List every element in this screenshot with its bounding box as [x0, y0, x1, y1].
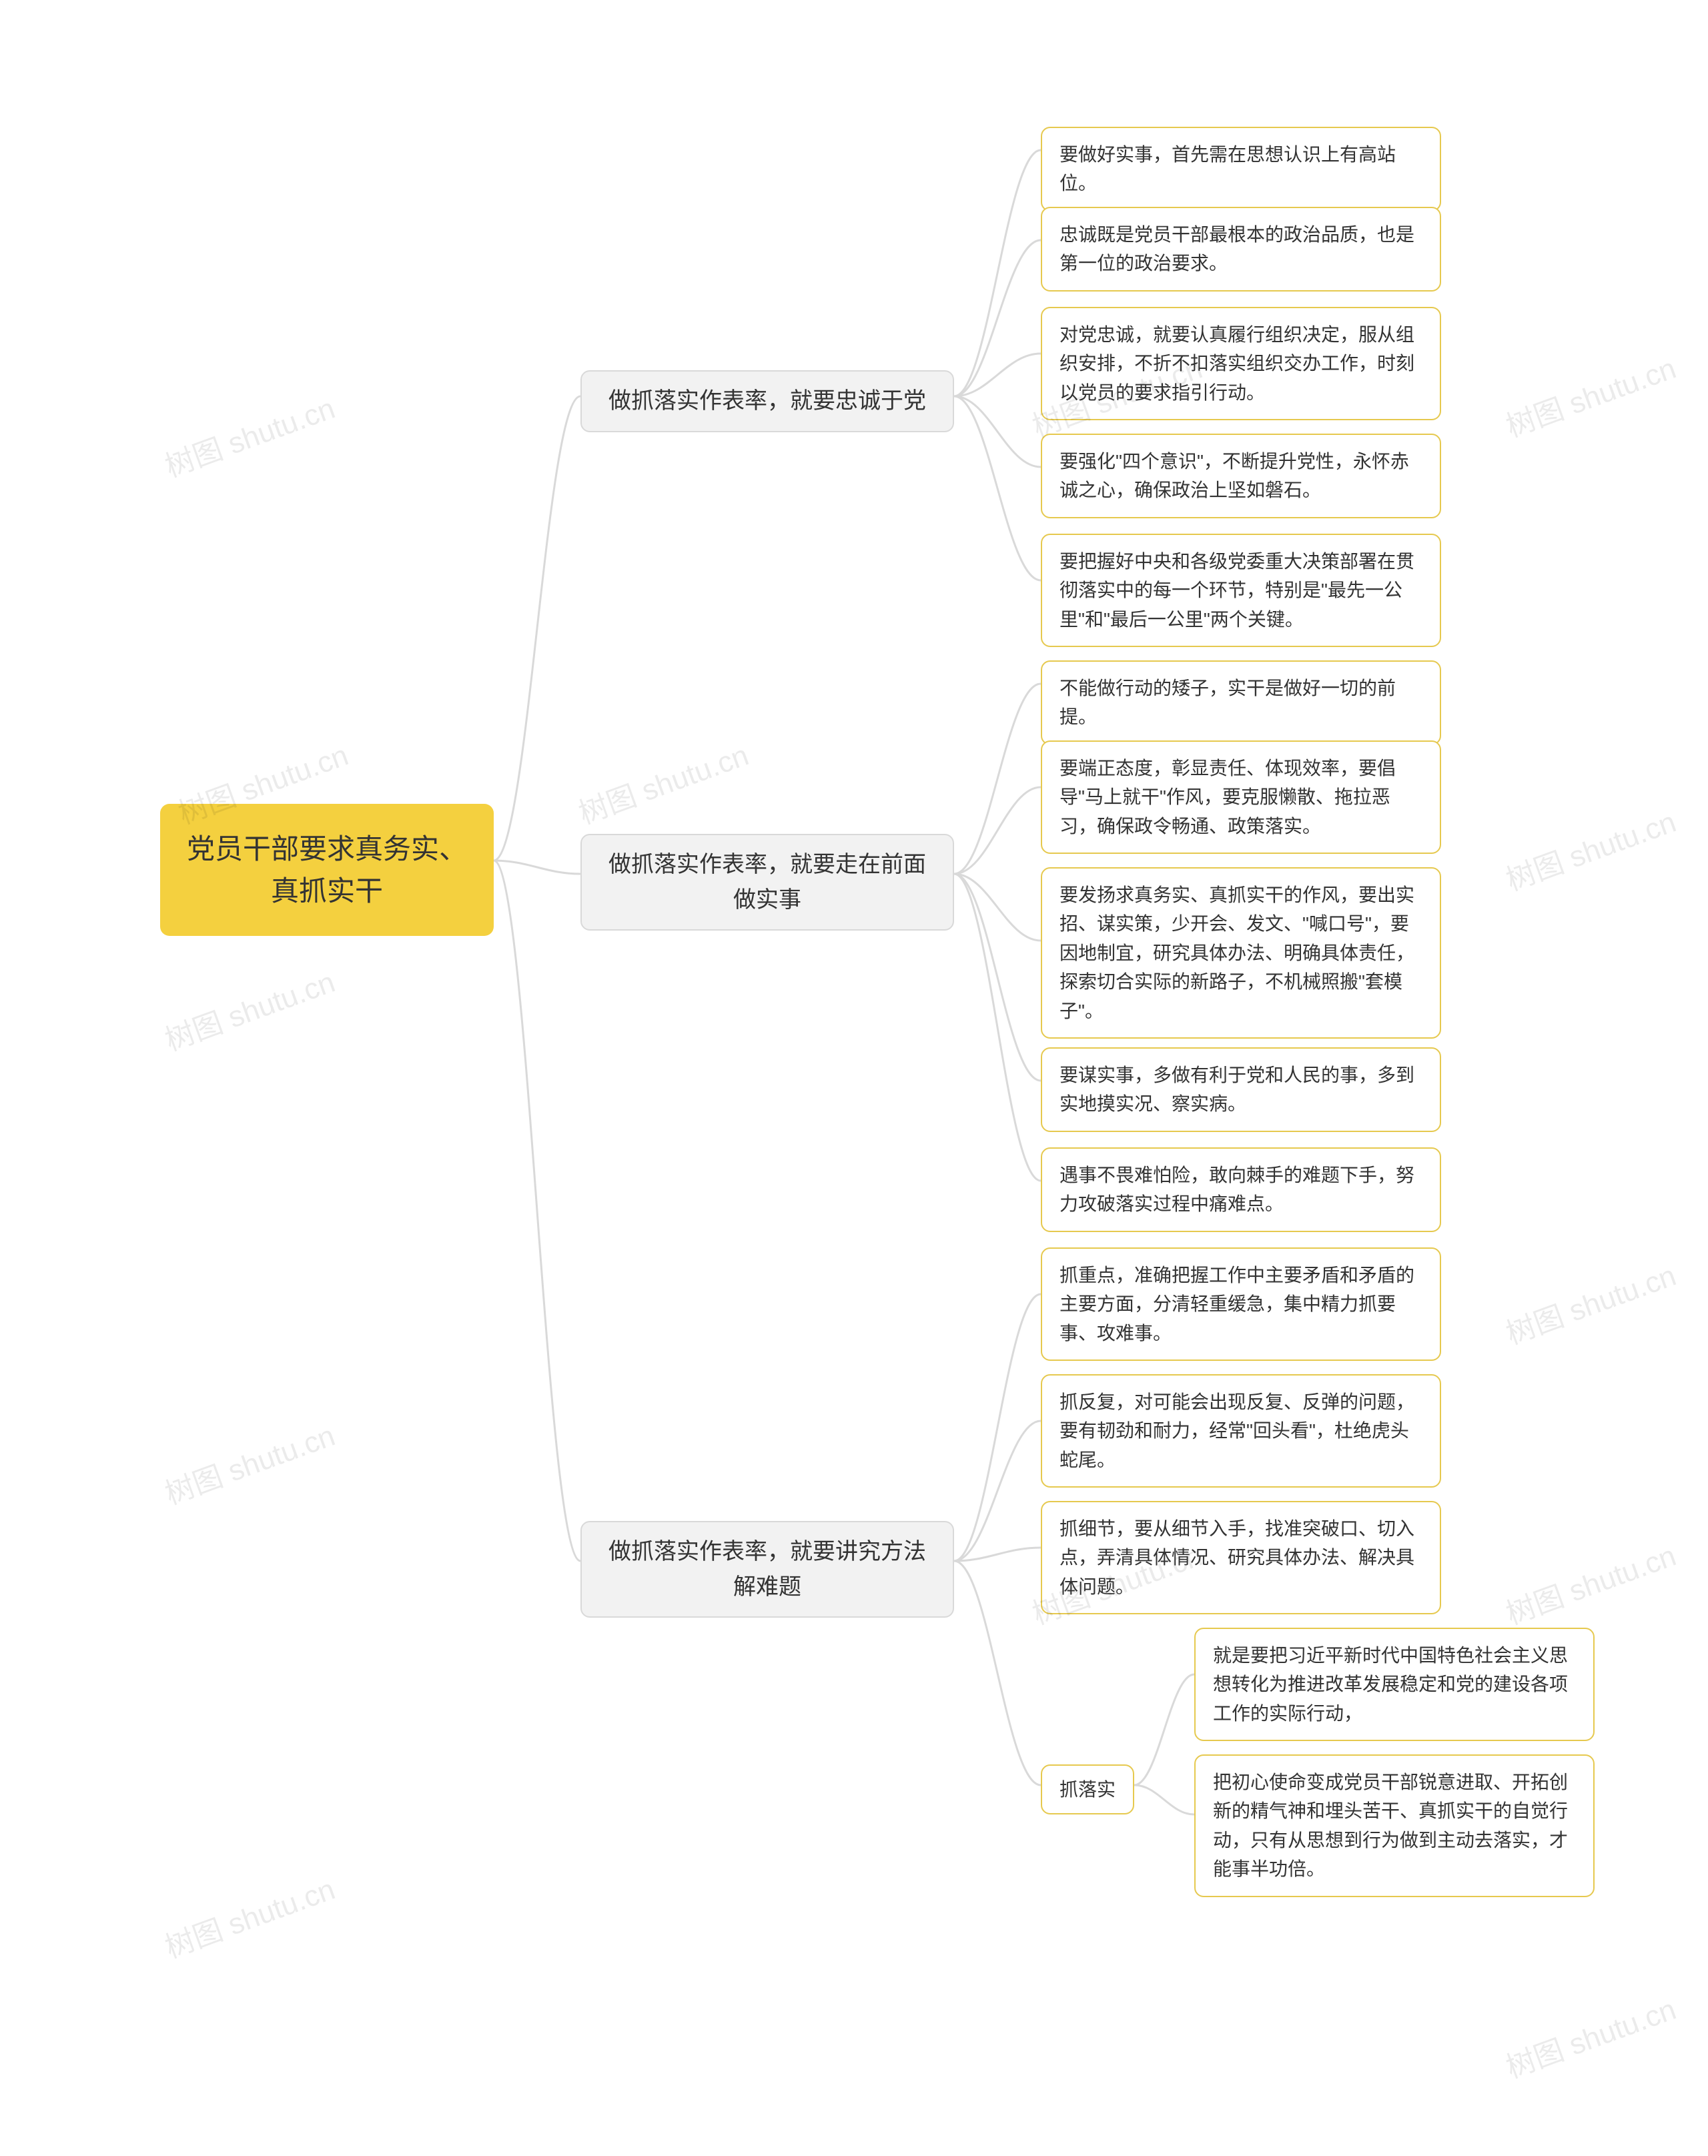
watermark: 树图 shutu.cn [1499, 1251, 1681, 1352]
branch-1-leaf-4-label: 遇事不畏难怕险，敢向棘手的难题下手，努力攻破落实过程中痛难点。 [1059, 1165, 1414, 1214]
branch-1-leaf-1-label: 要端正态度，彰显责任、体现效率，要倡导"马上就干"作风，要克服懒散、拖拉恶习，确… [1059, 758, 1396, 837]
branch-1-leaf-2: 要发扬求真务实、真抓实干的作风，要出实招、谋实策，少开会、发文、"喊口号"，要因… [1041, 867, 1441, 1039]
branch-0-leaf-2: 对党忠诚，就要认真履行组织决定，服从组织安排，不折不扣落实组织交办工作，时刻以党… [1041, 307, 1441, 420]
branch-1-leaf-4: 遇事不畏难怕险，敢向棘手的难题下手，努力攻破落实过程中痛难点。 [1041, 1147, 1441, 1232]
branch-2-label: 做抓落实作表率，就要讲究方法解难题 [608, 1539, 926, 1600]
branch-1-leaf-2-label: 要发扬求真务实、真抓实干的作风，要出实招、谋实策，少开会、发文、"喊口号"，要因… [1059, 885, 1414, 1021]
branch-1-leaf-0: 不能做行动的矮子，实干是做好一切的前提。 [1041, 660, 1441, 745]
branch-2: 做抓落实作表率，就要讲究方法解难题 [580, 1521, 954, 1618]
branch-1-leaf-1: 要端正态度，彰显责任、体现效率，要倡导"马上就干"作风，要克服懒散、拖拉恶习，确… [1041, 740, 1441, 854]
branch-1-label: 做抓落实作表率，就要走在前面做实事 [608, 852, 926, 913]
root-label: 党员干部要求真务实、真抓实干 [187, 833, 467, 907]
branch-2-sub-label: 抓落实 [1059, 1779, 1116, 1800]
branch-2-leaf-1: 抓反复，对可能会出现反复、反弹的问题，要有韧劲和耐力，经常"回头看"，杜绝虎头蛇… [1041, 1374, 1441, 1488]
branch-1-leaf-3-label: 要谋实事，多做有利于党和人民的事，多到实地摸实况、察实病。 [1059, 1065, 1414, 1114]
branch-2-sub: 抓落实 [1041, 1764, 1134, 1814]
watermark: 树图 shutu.cn [158, 1412, 340, 1512]
watermark: 树图 shutu.cn [1499, 344, 1681, 445]
branch-2-sub-leaf-1: 把初心使命变成党员干部锐意进取、开拓创新的精气神和埋头苦干、真抓实干的自觉行动，… [1194, 1754, 1595, 1897]
branch-0-leaf-4-label: 要把握好中央和各级党委重大决策部署在贯彻落实中的每一个环节，特别是"最先一公里"… [1059, 551, 1414, 630]
branch-2-sub-leaf-1-label: 把初心使命变成党员干部锐意进取、开拓创新的精气神和埋头苦干、真抓实干的自觉行动，… [1213, 1772, 1568, 1879]
watermark: 树图 shutu.cn [1499, 798, 1681, 899]
branch-1: 做抓落实作表率，就要走在前面做实事 [580, 834, 954, 931]
branch-2-leaf-0: 抓重点，准确把握工作中主要矛盾和矛盾的主要方面，分清轻重缓急，集中精力抓要事、攻… [1041, 1247, 1441, 1361]
watermark: 树图 shutu.cn [158, 384, 340, 485]
mindmap-root: 党员干部要求真务实、真抓实干 [160, 804, 494, 936]
branch-1-leaf-3: 要谋实事，多做有利于党和人民的事，多到实地摸实况、察实病。 [1041, 1047, 1441, 1132]
branch-2-sub-leaf-0-label: 就是要把习近平新时代中国特色社会主义思想转化为推进改革发展稳定和党的建设各项工作… [1213, 1645, 1568, 1724]
watermark: 树图 shutu.cn [158, 958, 340, 1059]
branch-2-leaf-0-label: 抓重点，准确把握工作中主要矛盾和矛盾的主要方面，分清轻重缓急，集中精力抓要事、攻… [1059, 1265, 1414, 1343]
watermark: 树图 shutu.cn [1499, 1532, 1681, 1632]
branch-1-leaf-0-label: 不能做行动的矮子，实干是做好一切的前提。 [1059, 678, 1396, 727]
branch-0-leaf-3-label: 要强化"四个意识"，不断提升党性，永怀赤诚之心，确保政治上坚如磐石。 [1059, 451, 1409, 500]
branch-0-leaf-4: 要把握好中央和各级党委重大决策部署在贯彻落实中的每一个环节，特别是"最先一公里"… [1041, 534, 1441, 647]
branch-0-leaf-1: 忠诚既是党员干部最根本的政治品质，也是第一位的政治要求。 [1041, 207, 1441, 292]
branch-0: 做抓落实作表率，就要忠诚于党 [580, 370, 954, 432]
branch-2-leaf-1-label: 抓反复，对可能会出现反复、反弹的问题，要有韧劲和耐力，经常"回头看"，杜绝虎头蛇… [1059, 1392, 1414, 1470]
branch-0-leaf-1-label: 忠诚既是党员干部最根本的政治品质，也是第一位的政治要求。 [1059, 224, 1414, 274]
branch-0-leaf-2-label: 对党忠诚，就要认真履行组织决定，服从组织安排，不折不扣落实组织交办工作，时刻以党… [1059, 324, 1414, 403]
branch-2-sub-leaf-0: 就是要把习近平新时代中国特色社会主义思想转化为推进改革发展稳定和党的建设各项工作… [1194, 1628, 1595, 1741]
branch-0-leaf-0-label: 要做好实事，首先需在思想认识上有高站位。 [1059, 144, 1396, 193]
watermark: 树图 shutu.cn [572, 731, 753, 832]
branch-2-leaf-2: 抓细节，要从细节入手，找准突破口、切入点，弄清具体情况、研究具体办法、解决具体问… [1041, 1501, 1441, 1614]
branch-0-label: 做抓落实作表率，就要忠诚于党 [608, 388, 926, 414]
watermark: 树图 shutu.cn [1499, 1985, 1681, 2086]
branch-0-leaf-0: 要做好实事，首先需在思想认识上有高站位。 [1041, 127, 1441, 211]
watermark: 树图 shutu.cn [158, 1865, 340, 1966]
branch-2-leaf-2-label: 抓细节，要从细节入手，找准突破口、切入点，弄清具体情况、研究具体办法、解决具体问… [1059, 1518, 1414, 1597]
branch-0-leaf-3: 要强化"四个意识"，不断提升党性，永怀赤诚之心，确保政治上坚如磐石。 [1041, 434, 1441, 518]
